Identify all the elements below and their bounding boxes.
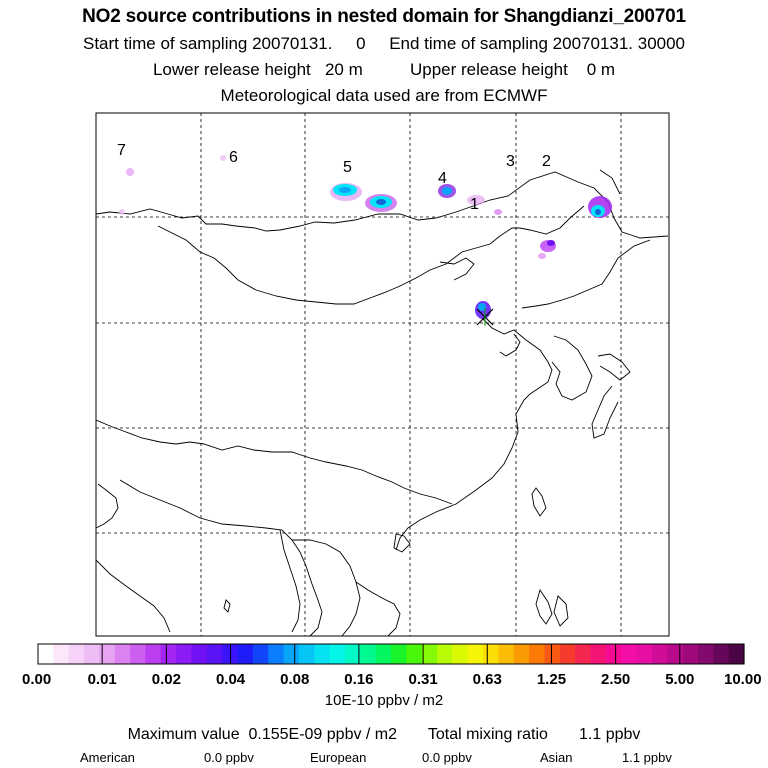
colorbar-segment: [283, 644, 300, 664]
chart-title: NO2 source contributions in nested domai…: [82, 6, 686, 27]
colorbar-segment: [437, 644, 453, 664]
region-number-6: 6: [229, 149, 238, 166]
colorbar-segment: [160, 644, 177, 664]
colorbar-segment: [406, 644, 423, 664]
max-value: 0.155E-09 ppbv / m2: [248, 726, 398, 743]
colorbar-segment: [145, 644, 162, 664]
colorbar-segment: [38, 644, 54, 664]
colorbar-tick-label: 1.25: [537, 671, 566, 688]
max-value-label: Maximum value: [127, 726, 240, 743]
map-frame-bg: [96, 113, 669, 636]
colorbar-segment: [252, 644, 269, 664]
colorbar-tick-label: 0.01: [88, 671, 117, 688]
colorbar-segment: [467, 644, 484, 664]
region-european-value: 0.0 ppbv: [422, 750, 472, 765]
region-number-5: 5: [343, 159, 352, 176]
colorbar-segment: [728, 644, 745, 664]
colorbar-segment: [544, 644, 561, 664]
release-heights: Lower release height 20 m Upper release …: [0, 60, 768, 80]
colorbar-segment: [84, 644, 100, 664]
colorbar-segment: [329, 644, 346, 664]
colorbar-segment: [130, 644, 147, 664]
colorbar-tick-label: 0.02: [152, 671, 181, 688]
colorbar-segment: [605, 644, 622, 664]
coastlines-borders: [96, 169, 669, 636]
colorbar-tick-label: 0.00: [22, 671, 51, 688]
colorbar-segment: [590, 644, 607, 664]
colorbar-tick-label: 5.00: [665, 671, 694, 688]
colorbar-segment: [452, 644, 469, 664]
max-total-line: Maximum value 0.155E-09 ppbv / m2 Total …: [0, 726, 768, 744]
region-number-4: 4: [438, 170, 447, 187]
colorbar-segment: [713, 644, 730, 664]
colorbar-segment: [360, 644, 377, 664]
sampling-times: Start time of sampling 20070131. 0 End t…: [0, 34, 768, 54]
region-european-name: European: [310, 750, 367, 765]
region-number-1: 1: [470, 196, 479, 213]
colorbar-segment: [697, 644, 714, 664]
colorbar-tick-label: 10.00: [724, 671, 762, 688]
colorbar-segment: [513, 644, 530, 664]
colorbar-segment: [483, 644, 500, 664]
colorbar-segment: [529, 644, 546, 664]
colorbar-segment: [237, 644, 254, 664]
colorbar-segment: [421, 644, 438, 664]
colorbar-segment: [391, 644, 407, 664]
colorbar-segment: [68, 644, 85, 664]
station-marker: [476, 308, 494, 326]
colorbar-frame: [37, 643, 745, 665]
colorbar-segment: [636, 644, 653, 664]
colorbar-segment: [176, 644, 193, 664]
region-american-value: 0.0 ppbv: [204, 750, 254, 765]
lower-release-value: 20 m: [324, 60, 363, 79]
total-mixing-label: Total mixing ratio: [427, 726, 548, 743]
colorbar-tick-label: 0.16: [344, 671, 373, 688]
colorbar-segment: [575, 644, 592, 664]
colorbar-tick-label: 0.08: [280, 671, 309, 688]
region-american-name: American: [80, 750, 135, 765]
plumes: [119, 155, 612, 319]
colorbar-unit: 10E-10 ppbv / m2: [324, 692, 444, 709]
colorbar-segment: [53, 644, 70, 664]
region-number-3: 3: [506, 153, 515, 170]
region-numbers: 1 2 3 4 5 6 7: [117, 142, 551, 213]
map-frame: [95, 112, 670, 637]
region-number-2: 2: [542, 153, 551, 170]
colorbar-segment: [268, 644, 285, 664]
colorbar-tick-label: 0.31: [408, 671, 437, 688]
start-time-value: 0: [356, 34, 366, 53]
region-number-7: 7: [117, 142, 126, 159]
colorbar-tick-label: 0.63: [473, 671, 502, 688]
colorbar: [37, 643, 745, 665]
met-data-line: Meteorological data used are from ECMWF: [220, 86, 548, 105]
colorbar-tick-labels: 0.00 0.01 0.02 0.04 0.08 0.16 0.31 0.63 1.25 2.50…: [22, 671, 762, 688]
colorbar-segment: [344, 644, 361, 664]
upper-release-label: Upper release height: [409, 60, 568, 79]
region-asian-name: Asian: [540, 750, 573, 765]
total-mixing-value: 1.1 ppbv: [579, 726, 641, 743]
colorbar-segment: [114, 644, 131, 664]
lower-release-label: Lower release height: [152, 60, 311, 79]
colorbar-tick-label: 0.04: [216, 671, 246, 688]
colorbar-segment: [667, 644, 684, 664]
colorbar-segment: [375, 644, 392, 664]
colorbar-segment: [298, 644, 315, 664]
colorbar-segment: [206, 644, 223, 664]
colorbar-segment: [559, 644, 576, 664]
colorbar-segment: [498, 644, 515, 664]
colorbar-segment: [621, 644, 638, 664]
region-asian-value: 1.1 ppbv: [622, 750, 672, 765]
upper-release-value: 0 m: [586, 60, 616, 79]
colorbar-tick-label: 2.50: [601, 671, 630, 688]
colorbar-segment: [682, 644, 699, 664]
colorbar-segment: [314, 644, 331, 664]
colorbar-segment: [651, 644, 668, 664]
end-time-label: End time of sampling 20070131. 30000: [389, 34, 686, 53]
start-time-label: Start time of sampling 20070131.: [82, 34, 333, 53]
colorbar-segment: [99, 644, 116, 664]
colorbar-segment: [191, 644, 208, 664]
